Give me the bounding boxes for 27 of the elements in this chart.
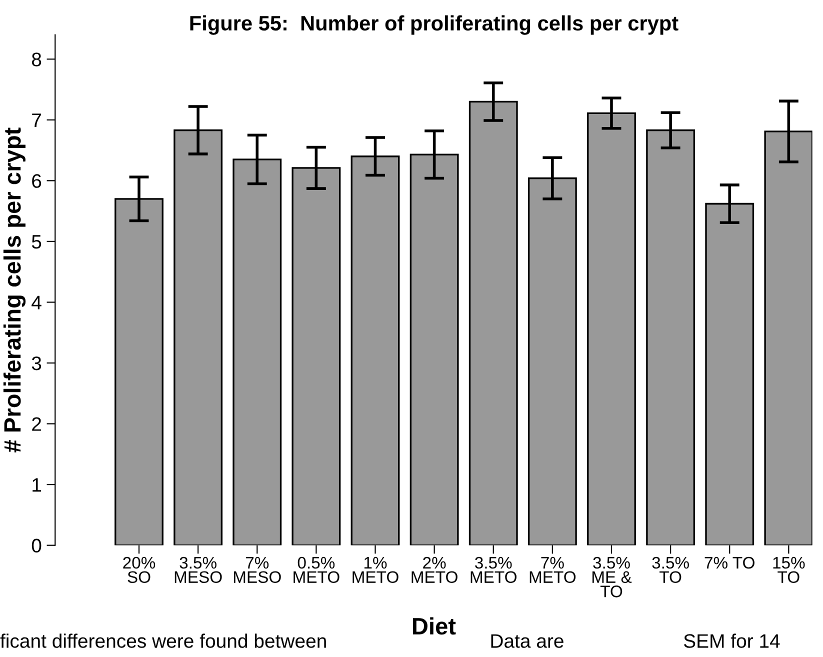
x-tick-label: 7% MESO — [234, 556, 281, 583]
y-tick-label: 6 — [32, 174, 42, 188]
y-tick-label: 5 — [32, 235, 42, 249]
x-tick-label: 7% METO — [530, 556, 576, 583]
x-tick-label: 15% TO — [773, 556, 805, 583]
y-axis-title: # Proliferating cells per crypt — [3, 128, 26, 452]
x-tick-label: 3.5% MESO — [174, 556, 222, 583]
y-tick-label: 0 — [32, 538, 42, 553]
x-tick-label: 2% METO — [412, 556, 458, 583]
x-tick-label: 3.5% ME & TO — [592, 556, 632, 598]
text: ficant differences were found between — [0, 634, 326, 648]
y-tick-label: 3 — [32, 356, 42, 370]
x-tick-label: 7% TO — [704, 556, 754, 569]
x-tick-label: 3.5% METO — [470, 556, 516, 583]
text: SEM for 14 — [684, 634, 780, 648]
chart-title: Figure 55: Number of proliferating cells per crypt — [190, 15, 678, 35]
y-tick-label: 1 — [32, 478, 41, 492]
x-axis-title: Diet — [413, 617, 456, 635]
y-tick-label: 7 — [32, 114, 41, 127]
x-tick-label: 0.5% METO — [294, 556, 340, 583]
y-tick-label: 4 — [32, 296, 42, 310]
y-tick-label: 2 — [32, 417, 41, 431]
x-tick-label: 1% METO — [352, 556, 398, 583]
x-tick-label: 20% SO — [123, 556, 156, 583]
x-tick-label: 3.5% TO — [652, 556, 689, 583]
text: Data are — [491, 634, 564, 648]
y-tick-label: 8 — [32, 52, 42, 66]
